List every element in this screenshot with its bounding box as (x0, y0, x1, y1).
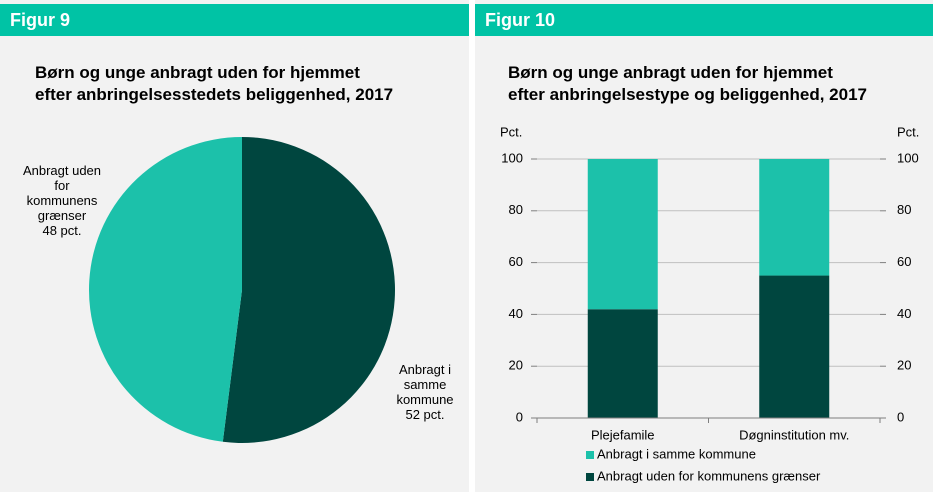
y2-tick-label: 0 (897, 409, 904, 424)
slice-label: Anbragt i samme kommune 52 pct. (390, 362, 460, 422)
bar-segment (759, 275, 830, 418)
y2-axis-label: Pct. (897, 124, 919, 139)
figure-label: Figur 10 (475, 4, 933, 36)
y2-tick-label: 40 (897, 306, 911, 321)
panel (475, 0, 933, 492)
x-tick-label: Plejefamile (591, 427, 655, 442)
y-tick-label: 40 (509, 306, 523, 321)
y-tick-label: 20 (509, 358, 523, 373)
y2-tick-label: 80 (897, 202, 911, 217)
figure-label: Figur 9 (0, 4, 469, 36)
bar-segment (587, 309, 658, 418)
bar-segment (587, 159, 658, 310)
y-tick-label: 80 (509, 202, 523, 217)
category-label: Anbragt uden for kommunens grænser (22, 163, 102, 223)
legend-swatch (586, 451, 594, 459)
y2-tick-label: 60 (897, 254, 911, 269)
chart-title: Børn og unge anbragt uden for hjemmet ef… (35, 62, 393, 106)
legend-swatch (586, 473, 594, 481)
y2-tick-label: 100 (897, 150, 919, 165)
y-tick-label: 0 (516, 409, 523, 424)
value-label: 52 pct. (405, 407, 445, 422)
category-label: Anbragt i samme kommune (396, 362, 454, 407)
pie-slice (222, 137, 395, 443)
chart-title: Børn og unge anbragt uden for hjemmet ef… (508, 62, 867, 106)
value-label: 48 pct. (42, 223, 82, 238)
pie-slice (88, 137, 242, 442)
slice-label: Anbragt uden for kommunens grænser 48 pct… (22, 163, 102, 238)
title-line: efter anbringelsesstedets beliggenhed, 2… (35, 85, 394, 104)
legend-label: Anbragt uden for kommunens grænser (597, 468, 821, 483)
y2-tick-label: 20 (897, 358, 911, 373)
legend-label: Anbragt i samme kommune (597, 446, 756, 461)
title-line: Børn og unge anbragt uden for hjemmet (508, 63, 833, 82)
bar-segment (759, 159, 830, 276)
y-axis-label: Pct. (500, 124, 522, 139)
y-tick-label: 100 (501, 150, 523, 165)
title-line: efter anbringelsestype og beliggenhed, 2… (508, 85, 867, 104)
title-line: Børn og unge anbragt uden for hjemmet (35, 63, 360, 82)
y-tick-label: 60 (509, 254, 523, 269)
x-tick-label: Døgninstitution mv. (739, 427, 849, 442)
